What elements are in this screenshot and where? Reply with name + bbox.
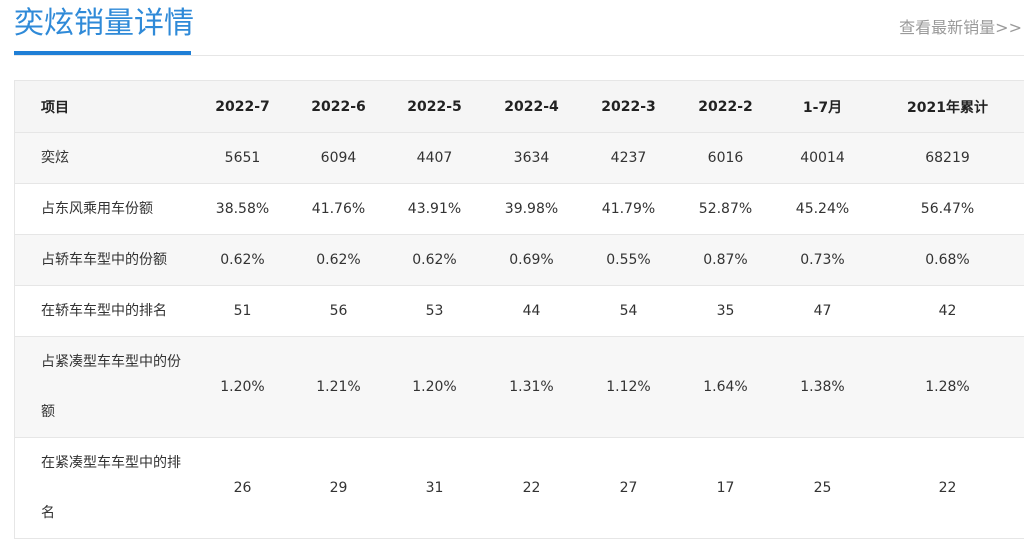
table-cell: 6094 (290, 132, 387, 184)
table-row: 占东风乘用车份额 38.58% 41.76% 43.91% 39.98% 41.… (14, 183, 1024, 235)
row-label: 在轿车车型中的排名 (14, 285, 195, 337)
table-cell: 41.79% (580, 183, 677, 235)
table-cell: 1.31% (482, 336, 581, 438)
table-row: 在轿车车型中的排名 51 56 53 44 54 35 47 42 (14, 285, 1024, 337)
column-header: 2022-4 (482, 80, 581, 133)
table-cell: 52.87% (676, 183, 775, 235)
table-cell: 1.20% (194, 336, 291, 438)
table-row: 占轿车车型中的份额 0.62% 0.62% 0.62% 0.69% 0.55% … (14, 234, 1024, 286)
table-cell: 1.28% (870, 336, 1024, 438)
table-cell: 26 (194, 437, 291, 539)
table-cell: 0.68% (870, 234, 1024, 286)
table-row: 在紧凑型车车型中的排名 26 29 31 22 27 17 25 22 (14, 437, 1024, 539)
table-cell: 0.62% (386, 234, 483, 286)
row-label: 占东风乘用车份额 (14, 183, 195, 235)
table-cell: 53 (386, 285, 483, 337)
table-cell: 29 (290, 437, 387, 539)
table-cell: 35 (676, 285, 775, 337)
header-divider (14, 55, 1024, 56)
table-cell: 0.87% (676, 234, 775, 286)
table-cell: 47 (774, 285, 871, 337)
table-header-row: 项目 2022-7 2022-6 2022-5 2022-4 2022-3 20… (14, 80, 1024, 133)
row-label: 占轿车车型中的份额 (14, 234, 195, 286)
table-cell: 4407 (386, 132, 483, 184)
table-cell: 56.47% (870, 183, 1024, 235)
page-header: 奕炫销量详情 查看最新销量>> (0, 0, 1024, 56)
sales-table-container: 项目 2022-7 2022-6 2022-5 2022-4 2022-3 20… (14, 80, 1024, 539)
table-cell: 44 (482, 285, 581, 337)
table-cell: 4237 (580, 132, 677, 184)
table-cell: 0.69% (482, 234, 581, 286)
table-cell: 1.64% (676, 336, 775, 438)
table-cell: 51 (194, 285, 291, 337)
table-cell: 17 (676, 437, 775, 539)
table-cell: 42 (870, 285, 1024, 337)
table-cell: 1.12% (580, 336, 677, 438)
column-header: 2022-7 (194, 80, 291, 133)
column-header: 2022-3 (580, 80, 677, 133)
table-cell: 0.62% (194, 234, 291, 286)
table-cell: 1.20% (386, 336, 483, 438)
table-cell: 68219 (870, 132, 1024, 184)
table-cell: 38.58% (194, 183, 291, 235)
table-cell: 39.98% (482, 183, 581, 235)
table-cell: 56 (290, 285, 387, 337)
table-cell: 40014 (774, 132, 871, 184)
view-latest-sales-link[interactable]: 查看最新销量>> (899, 18, 1022, 37)
table-row: 占紧凑型车车型中的份额 1.20% 1.21% 1.20% 1.31% 1.12… (14, 336, 1024, 438)
table-cell: 25 (774, 437, 871, 539)
table-cell: 41.76% (290, 183, 387, 235)
column-header: 2022-2 (676, 80, 775, 133)
table-cell: 22 (482, 437, 581, 539)
title-underline (14, 51, 191, 55)
table-cell: 27 (580, 437, 677, 539)
column-header: 项目 (14, 80, 195, 133)
column-header: 2021年累计 (870, 80, 1024, 133)
table-cell: 45.24% (774, 183, 871, 235)
table-cell: 1.38% (774, 336, 871, 438)
column-header: 2022-6 (290, 80, 387, 133)
row-label: 奕炫 (14, 132, 195, 184)
table-cell: 6016 (676, 132, 775, 184)
table-row: 奕炫 5651 6094 4407 3634 4237 6016 40014 6… (14, 132, 1024, 184)
sales-table: 项目 2022-7 2022-6 2022-5 2022-4 2022-3 20… (14, 80, 1024, 539)
table-cell: 3634 (482, 132, 581, 184)
table-cell: 0.55% (580, 234, 677, 286)
page-title: 奕炫销量详情 (14, 6, 194, 41)
table-cell: 22 (870, 437, 1024, 539)
table-cell: 0.73% (774, 234, 871, 286)
table-cell: 43.91% (386, 183, 483, 235)
table-cell: 31 (386, 437, 483, 539)
column-header: 1-7月 (774, 80, 871, 133)
row-label: 在紧凑型车车型中的排名 (14, 437, 195, 539)
column-header: 2022-5 (386, 80, 483, 133)
table-cell: 54 (580, 285, 677, 337)
table-cell: 5651 (194, 132, 291, 184)
row-label: 占紧凑型车车型中的份额 (14, 336, 195, 438)
table-cell: 1.21% (290, 336, 387, 438)
table-cell: 0.62% (290, 234, 387, 286)
